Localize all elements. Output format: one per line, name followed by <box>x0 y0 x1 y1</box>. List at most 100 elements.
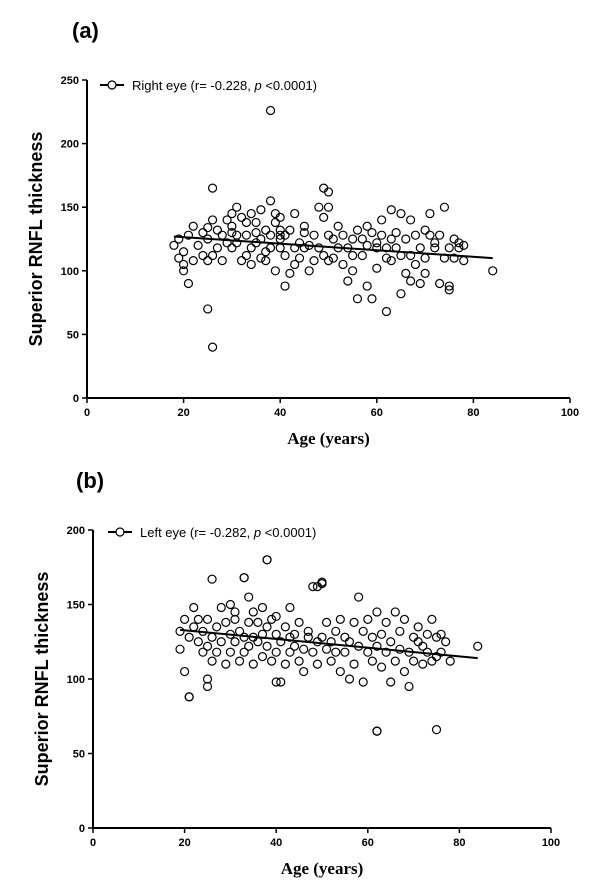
data-point <box>357 250 367 261</box>
data-point <box>376 662 387 672</box>
data-point <box>271 611 281 622</box>
data-point <box>188 221 198 231</box>
data-point <box>434 230 445 240</box>
data-point <box>439 202 450 212</box>
data-point <box>308 582 318 592</box>
y-axis-label: Superior RNFL thickness <box>26 132 46 347</box>
data-point <box>248 659 258 669</box>
data-point <box>362 240 372 250</box>
data-point <box>179 247 189 257</box>
x-tick-label: 20 <box>177 407 189 419</box>
data-point <box>303 626 313 636</box>
data-points <box>169 105 498 352</box>
legend-text-main: Right eye (r= -0.228, <box>132 78 254 93</box>
data-point <box>299 228 309 238</box>
data-point <box>363 614 373 625</box>
data-point <box>377 215 387 225</box>
data-point <box>410 259 421 270</box>
data-point <box>289 629 300 639</box>
data-point <box>395 626 405 636</box>
data-point <box>323 187 334 197</box>
data-point <box>309 230 319 240</box>
data-point <box>354 592 364 602</box>
data-point <box>319 212 329 222</box>
data-point <box>372 641 382 651</box>
data-point <box>409 632 419 642</box>
legend-text: Right eye (r= -0.228, p <0.0001) <box>132 78 317 93</box>
data-point <box>445 656 455 666</box>
data-point <box>425 208 435 219</box>
legend: Left eye (r= -0.282, p <0.0001) <box>108 525 316 540</box>
data-point <box>386 234 396 244</box>
data-point <box>367 294 377 304</box>
data-point <box>344 637 355 647</box>
data-point <box>253 617 263 627</box>
data-point <box>386 205 396 215</box>
data-point <box>212 647 222 657</box>
data-point <box>444 281 454 291</box>
data-point <box>244 592 254 602</box>
data-point <box>420 268 430 278</box>
data-point <box>227 243 237 253</box>
data-point <box>344 674 355 684</box>
data-point <box>227 228 237 238</box>
data-point <box>207 342 218 352</box>
data-point <box>236 256 247 266</box>
data-point <box>230 614 240 625</box>
data-point <box>275 243 285 253</box>
y-tick-label: 100 <box>61 266 79 278</box>
data-point <box>352 294 363 304</box>
data-point <box>425 230 435 240</box>
data-points <box>175 555 483 736</box>
data-point <box>323 256 334 266</box>
data-point <box>285 602 295 613</box>
data-point <box>174 234 184 244</box>
data-point <box>246 259 256 270</box>
data-point <box>267 614 277 625</box>
data-point <box>413 622 423 632</box>
x-tick-label: 60 <box>362 837 374 849</box>
x-tick-label: 60 <box>371 407 383 419</box>
trend-line <box>179 628 478 660</box>
data-point <box>434 278 445 289</box>
data-point <box>207 183 218 193</box>
data-point <box>401 234 411 244</box>
data-point <box>444 285 454 295</box>
data-point <box>270 266 280 276</box>
data-point <box>169 240 179 250</box>
data-point <box>246 208 256 219</box>
data-point <box>216 602 226 613</box>
data-point <box>265 105 276 116</box>
data-point <box>372 243 382 253</box>
chart-panel-1: (a) 0 50 100 150 200 250 0 20 40 60 80 100 Superior R… <box>26 18 579 448</box>
data-point <box>265 230 276 240</box>
data-point <box>454 238 464 248</box>
data-point <box>234 656 245 666</box>
y-tick-label: 50 <box>73 749 85 761</box>
data-point <box>198 228 208 238</box>
y-tick-label: 100 <box>67 674 85 686</box>
data-point <box>180 614 190 625</box>
data-point <box>377 230 387 240</box>
data-point <box>184 632 194 642</box>
data-point <box>246 243 256 253</box>
data-point <box>367 228 377 238</box>
data-point <box>239 632 249 642</box>
data-point <box>449 253 459 263</box>
data-point <box>406 276 416 286</box>
data-point <box>225 599 235 610</box>
data-point <box>308 647 318 657</box>
y-tick-label: 200 <box>61 139 79 151</box>
data-point <box>418 659 428 669</box>
data-point <box>275 225 285 235</box>
data-point <box>338 259 348 270</box>
data-point <box>241 250 251 261</box>
data-point <box>362 221 372 231</box>
data-point <box>232 230 242 240</box>
data-point <box>314 243 324 253</box>
data-point <box>381 306 392 317</box>
data-point <box>358 626 368 636</box>
data-point <box>188 256 198 266</box>
data-point <box>362 281 372 291</box>
